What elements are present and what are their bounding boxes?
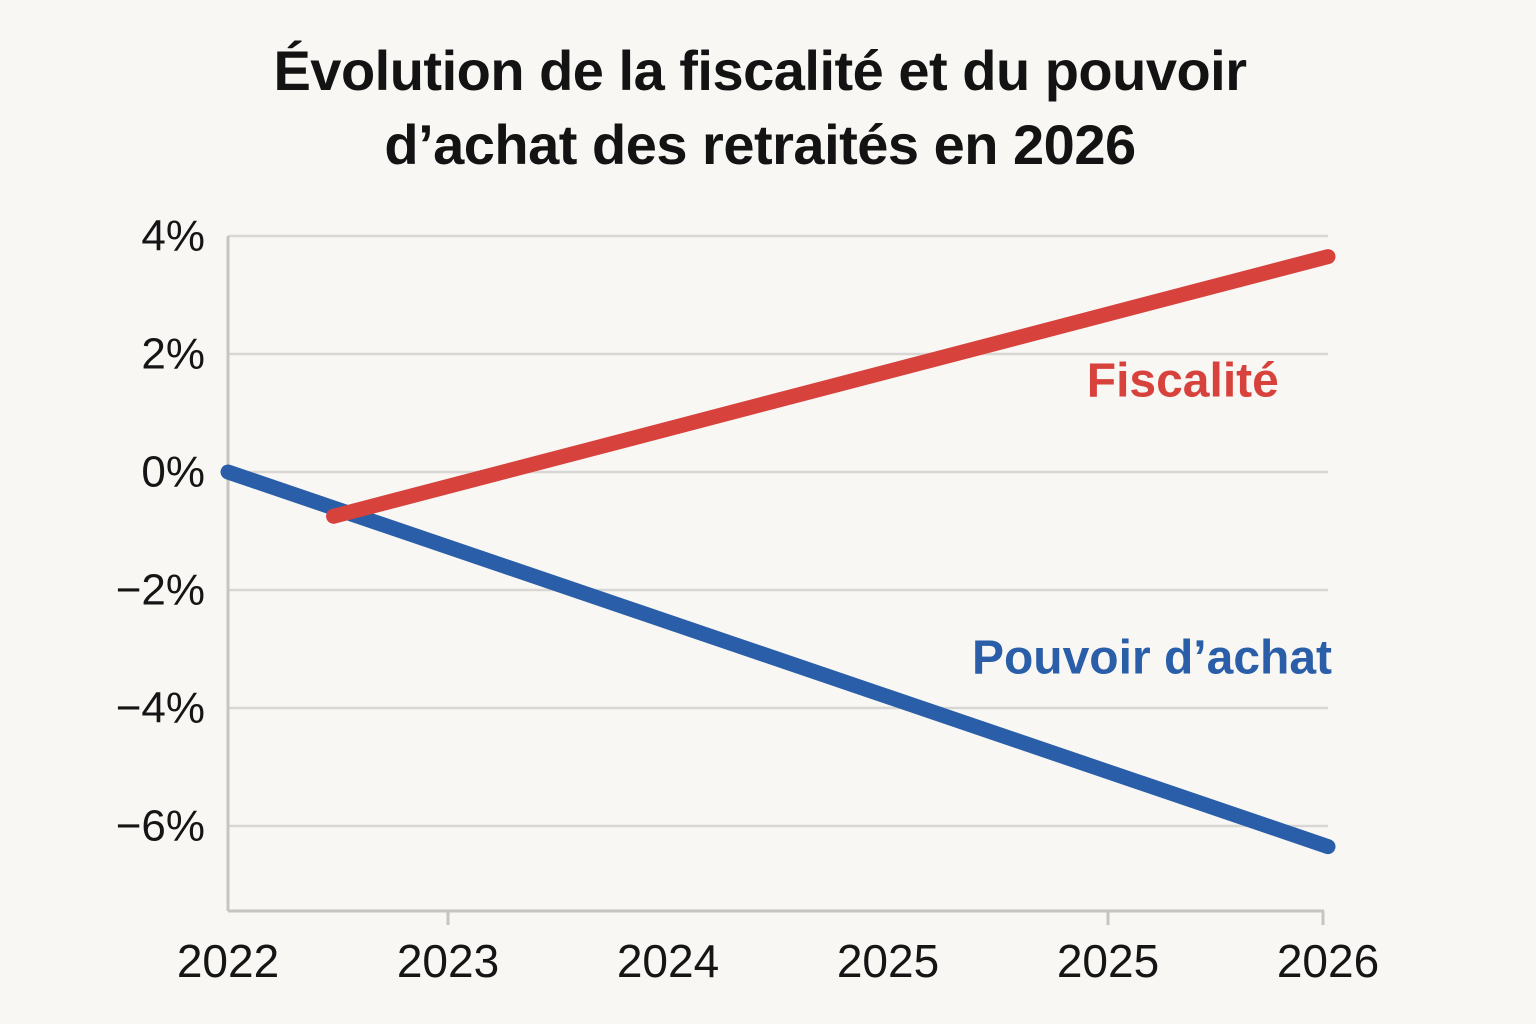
y-tick-label: −4% [116, 684, 205, 733]
x-tick-label: 2023 [397, 935, 499, 987]
series-line-fiscalit [326, 249, 1336, 524]
series-label-fiscalit: Fiscalité [1087, 355, 1279, 408]
series-line-pouvoir-d-achat [220, 464, 1336, 855]
x-tick-label: 2026 [1277, 935, 1379, 987]
x-tick-label: 2022 [177, 935, 279, 987]
y-tick-label: −6% [116, 802, 205, 851]
chart-title-line-2: d’achat des retraités en 2026 [384, 112, 1136, 176]
x-tick-label: 2025 [837, 935, 939, 987]
series-label-pouvoir-d-achat: Pouvoir d’achat [972, 631, 1332, 684]
chart-title-line-1: Évolution de la fiscalité et du pouvoir [273, 39, 1247, 102]
y-tick-label: −2% [116, 566, 205, 615]
x-tick-label: 2024 [617, 935, 719, 987]
y-tick-label: 0% [141, 448, 205, 497]
x-tick-label: 2025 [1057, 935, 1159, 987]
chart-title: Évolution de la fiscalité et du pouvoir … [0, 34, 1520, 182]
y-tick-label: 4% [141, 212, 205, 261]
y-tick-label: 2% [141, 330, 205, 379]
